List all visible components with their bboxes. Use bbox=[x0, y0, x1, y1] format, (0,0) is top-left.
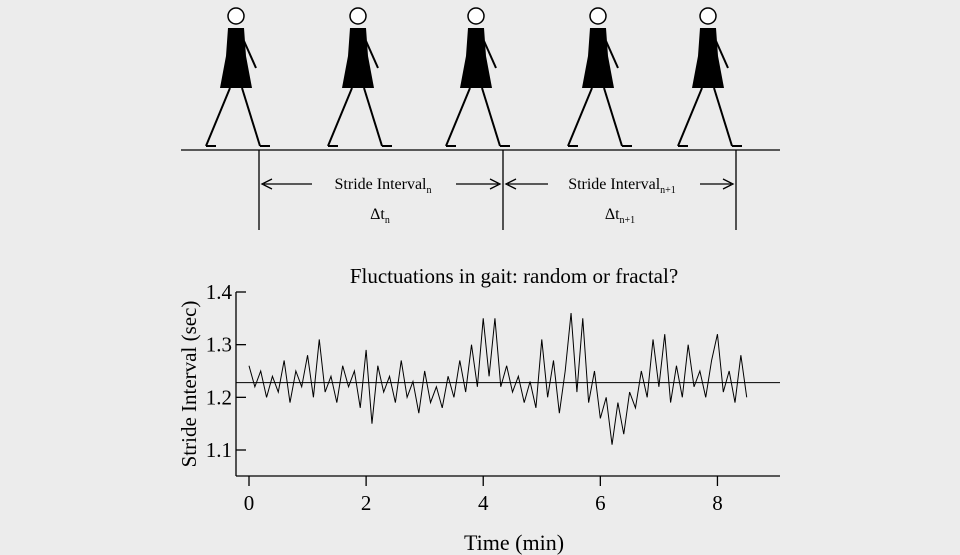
x-tick-label: 0 bbox=[244, 491, 255, 515]
y-axis-label: Stride Interval (sec) bbox=[177, 301, 201, 468]
y-tick-label: 1.1 bbox=[206, 438, 232, 462]
x-tick-label: 8 bbox=[712, 491, 723, 515]
delta-label: Δtn+1 bbox=[605, 206, 635, 226]
chart-title: Fluctuations in gait: random or fractal? bbox=[350, 264, 678, 288]
y-tick-label: 1.4 bbox=[206, 280, 233, 304]
x-tick-label: 2 bbox=[361, 491, 372, 515]
interval-label: Stride Intervaln bbox=[335, 176, 432, 196]
y-tick-label: 1.3 bbox=[206, 333, 232, 357]
walkers bbox=[205, 7, 743, 147]
plot: 0 2 4 6 8 1.1 1.2 1.3 1.4 bbox=[206, 280, 780, 515]
x-tick-label: 4 bbox=[478, 491, 489, 515]
x-tick-label: 6 bbox=[595, 491, 606, 515]
data-line bbox=[248, 313, 748, 445]
diagram-lines bbox=[181, 149, 780, 230]
delta-label: Δtn bbox=[370, 206, 390, 226]
x-axis-label: Time (min) bbox=[464, 530, 564, 555]
y-tick-label: 1.2 bbox=[206, 385, 232, 409]
interval-label: Stride Intervaln+1 bbox=[568, 176, 676, 196]
